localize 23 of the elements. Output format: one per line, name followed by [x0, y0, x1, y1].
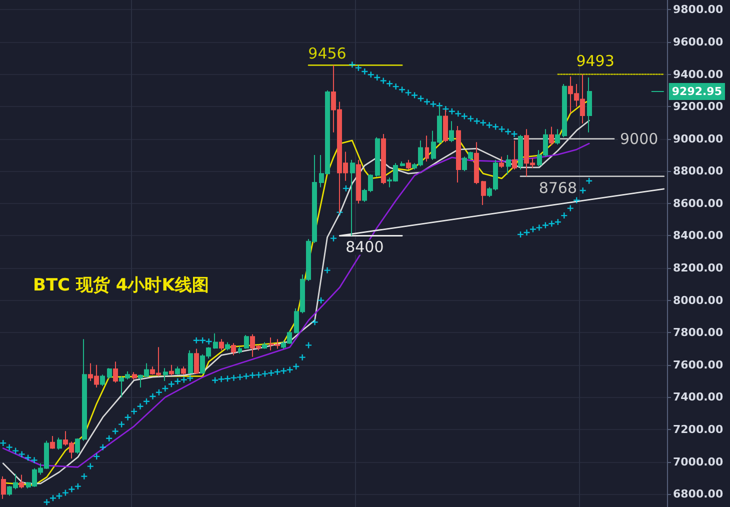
- y-tick-label: 8400.00: [673, 229, 724, 242]
- data-label: 9456: [308, 44, 346, 63]
- y-tick-label: 9400.00: [673, 68, 724, 81]
- y-tick-label: 7200.00: [673, 422, 724, 436]
- y-tick-label: 9000.00: [673, 132, 724, 146]
- y-tick-label: 9600.00: [673, 35, 724, 48]
- annotation: 9493: [576, 52, 614, 70]
- y-tick-label: 8800.00: [673, 164, 724, 178]
- y-tick-label: 9200.00: [673, 100, 724, 114]
- y-tick-label: 7800.00: [673, 326, 724, 340]
- data-label: 8768: [538, 178, 578, 197]
- y-tick-label: 8600.00: [673, 196, 724, 210]
- ref-line-label: 9292.95: [672, 85, 722, 98]
- y-tick-label: 7600.00: [673, 358, 724, 372]
- data-label: 8400: [346, 238, 384, 256]
- y-tick-label: 7400.00: [673, 390, 724, 404]
- y-tick-label: 6800.00: [673, 488, 724, 501]
- y-tick-label: 8200.00: [673, 262, 724, 275]
- text: BTC 现货 4小时K线图: [33, 276, 209, 296]
- y-tick-label: 7000.00: [673, 455, 724, 468]
- y-tick-label: 8000.00: [673, 294, 724, 307]
- y-tick-label: 9800.00: [673, 3, 724, 16]
- data-label: 9000: [620, 130, 658, 148]
